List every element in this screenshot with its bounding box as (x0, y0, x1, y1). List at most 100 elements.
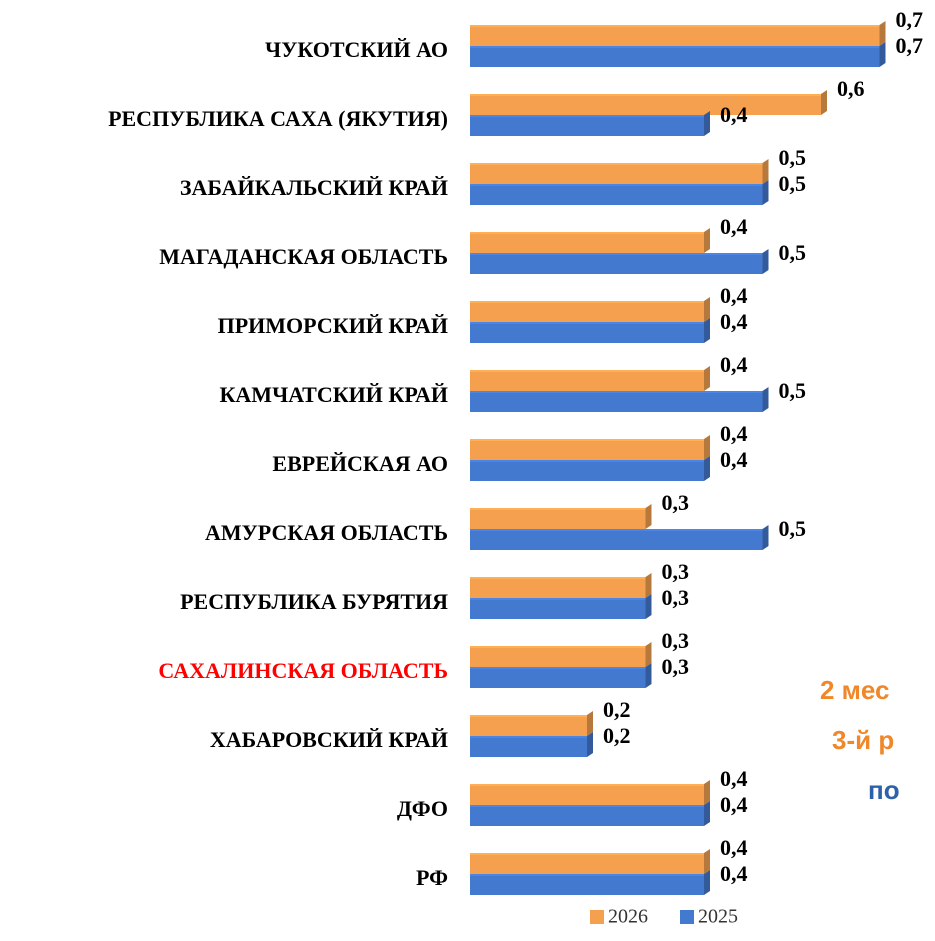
bar-side (879, 21, 886, 46)
bar-side (587, 732, 593, 757)
value-label: 0,5 (779, 378, 807, 403)
category-label: ПРИМОРСКИЙ КРАЙ (218, 313, 448, 338)
bar-side (704, 318, 710, 343)
bar (470, 25, 880, 46)
bar (470, 508, 646, 529)
value-label: 0,4 (720, 283, 748, 308)
bar (470, 805, 704, 826)
value-label: 0,7 (896, 33, 924, 58)
bar-top-edge (470, 301, 704, 303)
category-label: МАГАДАНСКАЯ ОБЛАСТЬ (159, 244, 448, 269)
bar-top-edge (470, 715, 587, 717)
value-label: 0,3 (662, 654, 690, 679)
bar-top-edge (470, 163, 763, 165)
bar-top-edge (470, 94, 821, 96)
bar-top-edge (470, 46, 880, 48)
bar-top-edge (470, 508, 646, 510)
value-label: 0,3 (662, 585, 690, 610)
bar (470, 853, 704, 874)
bar-top-edge (470, 805, 704, 807)
annotation: 3-й р (832, 725, 894, 755)
bar (470, 439, 704, 460)
value-label: 0,4 (720, 102, 748, 127)
value-label: 0,3 (662, 559, 690, 584)
bar-side (704, 228, 710, 253)
bar (470, 46, 880, 67)
annotation: по (868, 775, 900, 805)
value-label: 0,6 (837, 76, 865, 101)
category-label: РЕСПУБЛИКА САХА (ЯКУТИЯ) (108, 106, 448, 131)
value-label: 0,2 (603, 723, 631, 748)
bar (470, 598, 646, 619)
legend-label: 2025 (698, 906, 738, 928)
bar-side (704, 849, 710, 874)
value-label: 0,5 (779, 145, 807, 170)
value-label: 0,4 (720, 766, 748, 791)
bar-top-edge (470, 370, 704, 372)
bar-side (704, 456, 710, 481)
bar-side (704, 780, 710, 805)
bar-side (704, 297, 710, 322)
bar-side (704, 111, 710, 136)
bar (470, 874, 704, 895)
bar (470, 529, 763, 550)
bar-side (704, 801, 710, 826)
bar-side (879, 42, 886, 67)
category-label: ДФО (397, 796, 448, 821)
category-label: САХАЛИНСКАЯ ОБЛАСТЬ (158, 658, 448, 683)
bar-side (645, 504, 652, 529)
bar (470, 667, 646, 688)
bar-side (645, 573, 652, 598)
bar (470, 322, 704, 343)
annotation: 2 мес (820, 675, 890, 705)
bar-side (821, 90, 827, 115)
bar-side (762, 180, 769, 205)
bar-top-edge (470, 646, 646, 648)
value-label: 0,4 (720, 835, 748, 860)
value-label: 0,4 (720, 861, 748, 886)
bar-side (704, 870, 710, 895)
bar-top-edge (470, 253, 763, 255)
value-label: 0,4 (720, 447, 748, 472)
bar (470, 577, 646, 598)
bar-top-edge (470, 736, 587, 738)
bar (470, 115, 704, 136)
bar-top-edge (470, 115, 704, 117)
bar-top-edge (470, 577, 646, 579)
bar (470, 784, 704, 805)
bar-top-edge (470, 25, 880, 27)
bar-side (587, 711, 593, 736)
bar (470, 460, 704, 481)
value-label: 0,3 (662, 628, 690, 653)
category-label: РФ (416, 865, 448, 890)
category-label: РЕСПУБЛИКА БУРЯТИЯ (180, 589, 448, 614)
bar (470, 232, 704, 253)
category-label: ХАБАРОВСКИЙ КРАЙ (210, 727, 448, 752)
category-label: ЧУКОТСКИЙ АО (265, 37, 448, 62)
bar (470, 301, 704, 322)
bar-top-edge (470, 874, 704, 876)
bar-side (762, 525, 769, 550)
value-label: 0,3 (662, 490, 690, 515)
bar-side (645, 594, 652, 619)
bar (470, 736, 587, 757)
bar-top-edge (470, 460, 704, 462)
bar-top-edge (470, 853, 704, 855)
bar (470, 163, 763, 184)
bar (470, 391, 763, 412)
bar (470, 646, 646, 667)
bar-top-edge (470, 184, 763, 186)
bar (470, 370, 704, 391)
bar-top-edge (470, 598, 646, 600)
bar-side (704, 435, 710, 460)
bar-top-edge (470, 529, 763, 531)
bar-side (645, 663, 652, 688)
legend-swatch (590, 910, 604, 924)
value-label: 0,4 (720, 792, 748, 817)
bar-side (762, 249, 769, 274)
value-label: 0,2 (603, 697, 631, 722)
category-label: КАМЧАТСКИЙ КРАЙ (219, 382, 448, 407)
legend-swatch (680, 910, 694, 924)
value-label: 0,7 (896, 7, 924, 32)
